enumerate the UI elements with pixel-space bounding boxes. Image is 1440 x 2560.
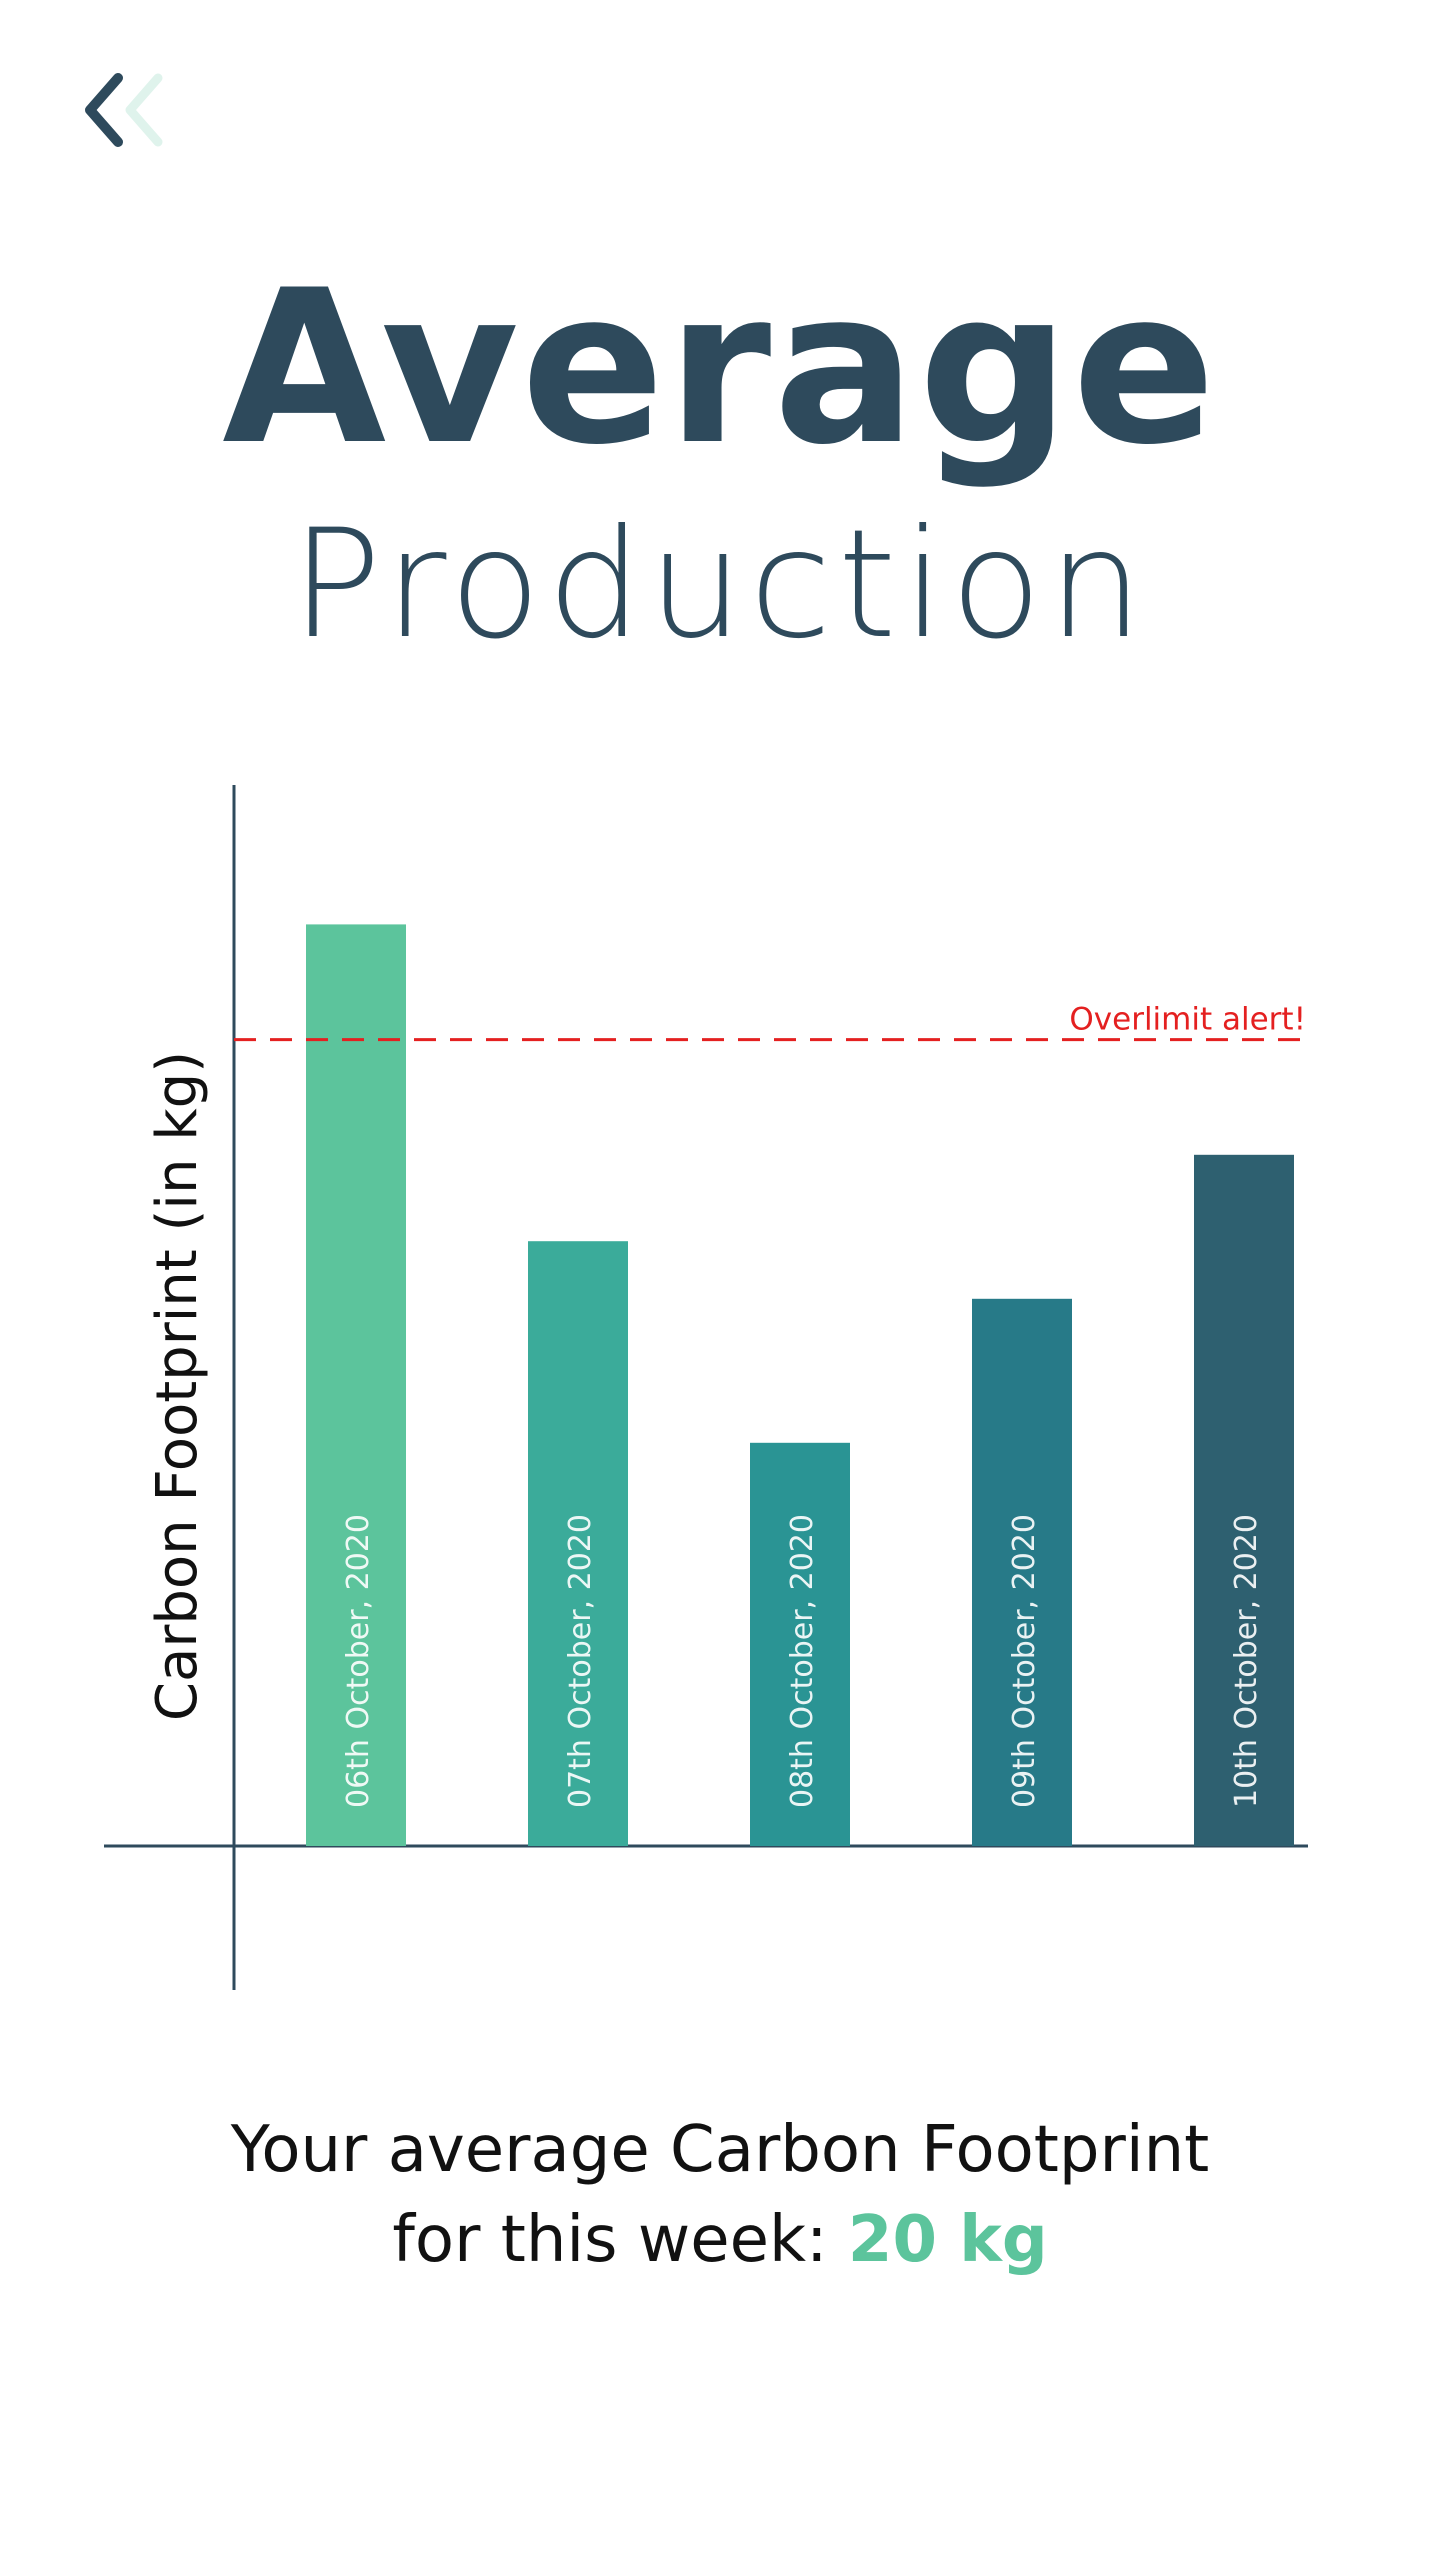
page-title: Average	[222, 244, 1218, 491]
bar-label-1: 06th October, 2020	[341, 1514, 376, 1808]
summary-value: 20 kg	[847, 2203, 1048, 2277]
back-button[interactable]	[70, 60, 180, 160]
bar-label-5: 10th October, 2020	[1229, 1514, 1264, 1808]
bar-label-3: 08th October, 2020	[785, 1514, 820, 1808]
summary-line-2: for this week: 20 kg	[0, 2195, 1440, 2285]
summary: Your average Carbon Footprint for this w…	[0, 2105, 1440, 2285]
bar-label-4: 09th October, 2020	[1007, 1514, 1042, 1808]
summary-label: for this week:	[392, 2203, 828, 2277]
bar-3	[750, 1442, 850, 1846]
threshold-label: Overlimit alert!	[1069, 1002, 1306, 1038]
bar-label-2: 07th October, 2020	[563, 1514, 598, 1808]
double-chevron-left-icon	[85, 73, 163, 147]
summary-line-1: Your average Carbon Footprint	[230, 2113, 1210, 2187]
bar-1	[306, 924, 406, 1846]
bar-4	[972, 1298, 1072, 1846]
page-subtitle: Production	[290, 498, 1150, 672]
threshold-group: Overlimit alert!	[234, 1002, 1308, 1042]
bars-group: 06th October, 2020 07th October, 2020 08th…	[306, 924, 1294, 1846]
y-axis-label: Carbon Footprint (in kg)	[145, 1051, 210, 1721]
bar-5	[1194, 1154, 1294, 1846]
bar-2	[528, 1241, 628, 1846]
